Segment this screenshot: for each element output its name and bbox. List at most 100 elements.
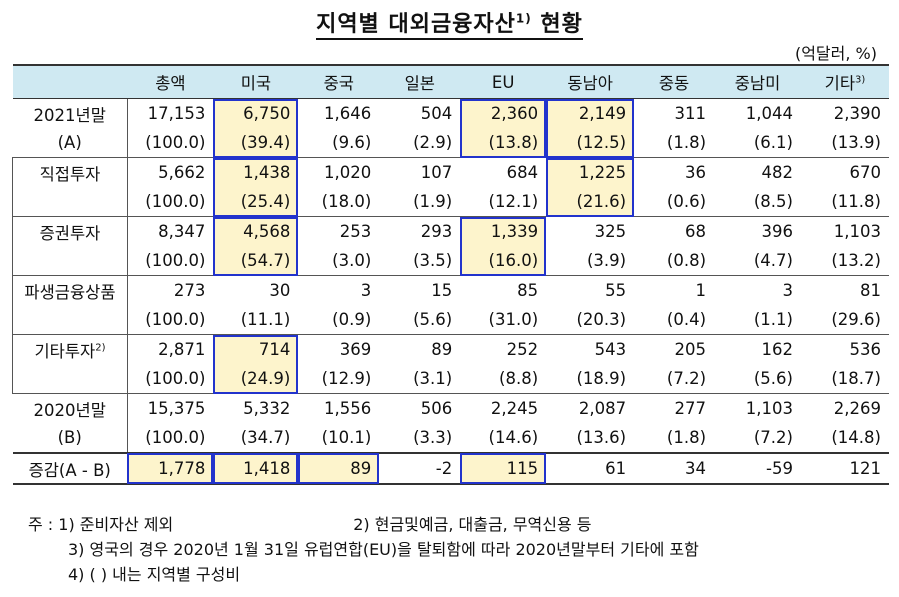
value-cell: 277 <box>634 393 715 423</box>
percent-cell: (1.1) <box>753 310 793 329</box>
title-text: 지역별 대외금융자산 <box>316 12 516 37</box>
header-cell: EU <box>460 64 547 99</box>
value-cell: 68 <box>634 216 715 246</box>
change-row: 증감(A - B) 1,778 1,418 89 -2 115 61 34 -59 121 <box>12 452 889 485</box>
header-row: 총액 미국 중국 일본 EU 동남아 중동 중남미 기타3) <box>12 64 889 99</box>
row-label-text: 2020년말 <box>33 400 106 420</box>
value-cell: 34 <box>634 452 715 485</box>
percent-cell: (1.9) <box>413 192 453 211</box>
value-cell: 8,347 <box>127 216 214 246</box>
percent-cell: (13.9) <box>831 133 881 152</box>
value-cell: 252 <box>460 334 547 364</box>
footnote-3: 3) 영국의 경우 2020년 1월 31일 유럽연합(EU)을 탈퇴함에 따라… <box>68 540 699 559</box>
value-cell: 543 <box>546 334 635 364</box>
value-cell: 325 <box>546 216 635 246</box>
percent-cell: (3.9) <box>586 251 627 270</box>
value-cell: 115 <box>460 452 547 485</box>
percent-cell: (3.0) <box>332 251 372 270</box>
table-row: 직접투자 5,662 1,438 1,020 107 684 1,225 36 482 670 <box>12 157 889 187</box>
row-label: 기타투자2) <box>12 334 128 364</box>
value-cell: 5,332 <box>213 393 299 423</box>
header-cell: 중국 <box>298 64 380 99</box>
percent-cell: (12.9) <box>321 369 372 388</box>
footnotes: 주 : 1) 준비자산 제외 2) 현금및예금, 대출금, 무역신용 등 3) 영… <box>28 512 699 587</box>
value-cell: 1,778 <box>127 452 214 485</box>
value-cell: 15 <box>379 275 461 305</box>
percent-cell: (8.8) <box>499 369 539 388</box>
table-row: 2020년말 15,375 5,332 1,556 506 2,245 2,087 277 1,… <box>12 393 889 423</box>
header-cell <box>12 64 128 99</box>
percent-cell: (14.8) <box>831 428 881 447</box>
row-label: 증권투자 <box>12 216 128 246</box>
row-label-text: 증권투자 <box>39 223 101 243</box>
table-row: 2021년말 17,153 6,750 1,646 504 2,360 2,149 311 1,… <box>12 98 889 128</box>
row-label-text: 파생금융상품 <box>24 282 116 302</box>
value-cell: 2,871 <box>127 334 214 364</box>
table-row: (100.0) (11.1) (0.9) (5.6) (31.0) (20.3) (0.4)… <box>12 305 890 335</box>
value-cell: -2 <box>379 452 461 485</box>
value-cell: 396 <box>714 216 801 246</box>
title-suffix: 현황 <box>540 12 583 37</box>
percent-cell: (9.6) <box>332 133 372 152</box>
value-cell: 55 <box>546 275 635 305</box>
row-label: 2021년말 <box>12 98 128 128</box>
value-cell: 5,662 <box>127 157 214 187</box>
table-row: (B) (100.0) (34.7) (10.1) (3.3) (14.6) (13.6) (… <box>12 423 890 453</box>
value-cell: 121 <box>800 452 889 485</box>
footnote-mark: 3) <box>855 74 866 86</box>
row-label-text: 기타투자 <box>34 341 96 361</box>
percent-cell: (18.7) <box>831 369 881 388</box>
percent-cell: (29.6) <box>831 310 881 329</box>
value-cell: 2,360 <box>460 98 547 128</box>
percent-cell: (100.0) <box>145 251 206 270</box>
percent-cell: (31.0) <box>488 310 539 329</box>
value-cell: 253 <box>298 216 380 246</box>
percent-cell: (13.2) <box>831 251 881 270</box>
percent-cell: (18.0) <box>321 192 372 211</box>
value-cell: 61 <box>546 452 635 485</box>
value-cell: 2,390 <box>800 98 889 128</box>
value-cell: 2,245 <box>460 393 547 423</box>
percent-cell: (14.6) <box>488 428 539 447</box>
value-cell: 714 <box>213 334 299 364</box>
percent-cell: (100.0) <box>145 310 206 329</box>
value-cell: 30 <box>213 275 299 305</box>
row-label: (A) <box>12 128 128 158</box>
footnote-prefix: 주 : <box>28 515 54 534</box>
value-cell: 1,646 <box>298 98 380 128</box>
value-cell: 1,103 <box>800 216 889 246</box>
value-cell: 293 <box>379 216 461 246</box>
header-cell: 기타3) <box>800 64 889 99</box>
footnote-row: 주 : 1) 준비자산 제외 2) 현금및예금, 대출금, 무역신용 등 <box>28 512 699 537</box>
value-cell: 107 <box>379 157 461 187</box>
row-label: 파생금융상품 <box>12 275 128 305</box>
header-cell: 동남아 <box>546 64 635 99</box>
percent-cell: (16.0) <box>460 246 547 276</box>
row-label <box>12 246 128 276</box>
table-row: (100.0) (25.4) (18.0) (1.9) (12.1) (21.6) (0.6… <box>12 187 890 217</box>
row-label <box>12 364 128 394</box>
percent-cell: (100.0) <box>145 369 206 388</box>
table-row: (100.0) (54.7) (3.0) (3.5) (16.0) (3.9) (0.8) (… <box>12 246 890 276</box>
footnote-row: 4) ( ) 내는 지역별 구성비 <box>28 562 699 587</box>
value-cell: 162 <box>714 334 801 364</box>
value-cell: 4,568 <box>213 216 299 246</box>
percent-cell: (24.9) <box>213 364 299 394</box>
value-cell: 205 <box>634 334 715 364</box>
table-row: (A) (100.0) (39.4) (9.6) (2.9) (13.8) (12.5) (1… <box>12 128 890 158</box>
value-cell: 1,020 <box>298 157 380 187</box>
percent-cell: (3.1) <box>413 369 453 388</box>
value-cell: 670 <box>800 157 889 187</box>
percent-cell: (54.7) <box>213 246 299 276</box>
value-cell: 1,044 <box>714 98 801 128</box>
value-cell: 1,556 <box>298 393 380 423</box>
percent-cell: (11.8) <box>831 192 881 211</box>
table-row: 증권투자 8,347 4,568 253 293 1,339 325 68 396 1,103 <box>12 216 889 246</box>
value-cell: 504 <box>379 98 461 128</box>
value-cell: 1,225 <box>546 157 635 187</box>
value-cell: 17,153 <box>127 98 214 128</box>
percent-cell: (21.6) <box>546 187 635 217</box>
value-cell: 2,087 <box>546 393 635 423</box>
percent-cell: (100.0) <box>145 133 206 152</box>
percent-cell: (4.7) <box>753 251 793 270</box>
